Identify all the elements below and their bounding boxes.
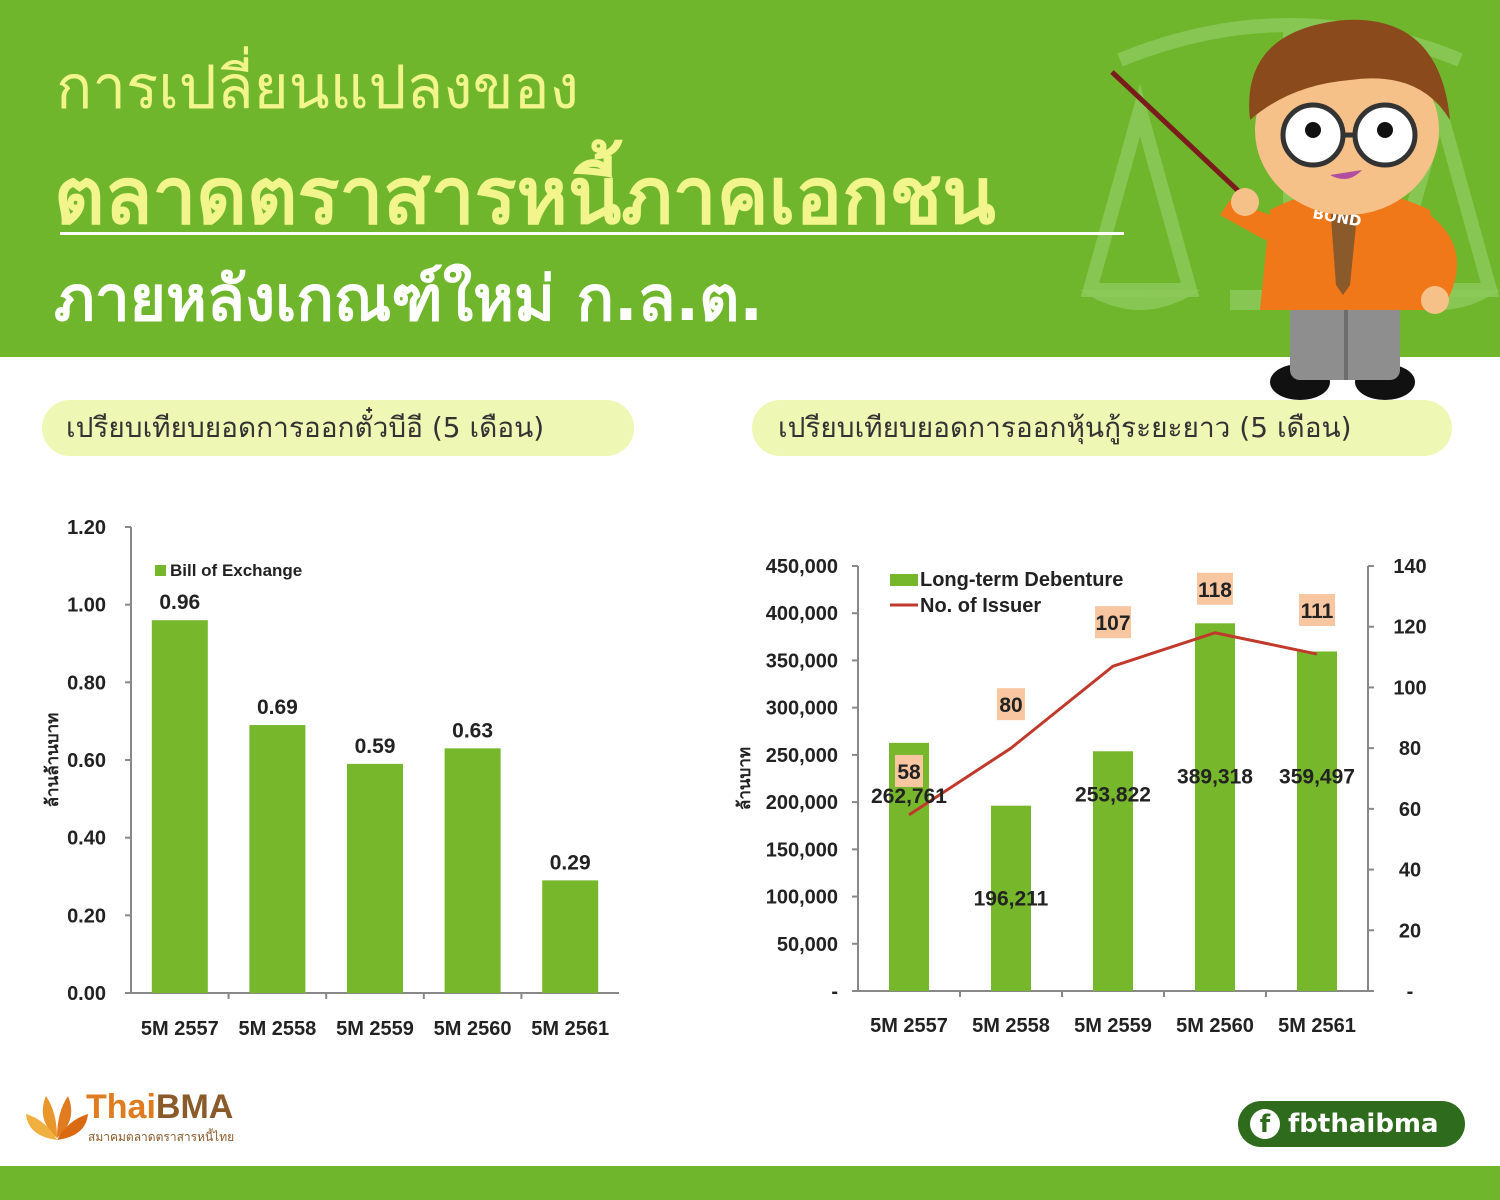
bar-value-label: 0.29	[550, 851, 591, 874]
left-section-heading: เปรียบเทียบยอดการออกตั๋วบีอี (5 เดือน)	[42, 400, 634, 456]
x-tick-label: 5M 2558	[972, 1015, 1050, 1037]
thaibma-logo-icon	[26, 1096, 88, 1140]
bill-of-exchange-chart: 0.00 0.20 0.40 0.60 0.80 1.00 1.20 ล้านล้านบาท B…	[43, 517, 619, 1040]
thaibma-logo-text: ThaiBMA	[86, 1088, 233, 1127]
bar	[1195, 623, 1235, 991]
y2-tick-label: 60	[1399, 799, 1421, 821]
title-line-2: ตลาดตราสารหนี้ภาคเอกชน	[54, 152, 996, 242]
y-tick-label: 50,000	[777, 934, 838, 956]
y-tick-label: 350,000	[766, 650, 838, 672]
bar	[347, 763, 403, 993]
bar	[444, 748, 501, 993]
facebook-badge[interactable]: f fbthaibma	[1238, 1101, 1465, 1147]
y-tick-label: 1.00	[67, 595, 106, 617]
issuer-value-label: 118	[1198, 579, 1232, 602]
y-tick-label: 0.60	[67, 750, 106, 772]
y-tick-label: 100,000	[766, 887, 838, 909]
x-tick-label: 5M 2560	[1176, 1015, 1254, 1037]
x-tick-label: 5M 2558	[238, 1018, 316, 1040]
bar-value-label: 0.96	[159, 591, 200, 614]
issuer-label-box	[895, 754, 923, 787]
legend-swatch-bar	[890, 574, 918, 586]
long-term-debenture-chart: - 50,000 100,000 150,000 200,000 250,000 300,0…	[735, 556, 1427, 1037]
bar	[1093, 751, 1133, 991]
bar-value-label: 196,211	[974, 888, 1049, 911]
y2-tick-label: 40	[1399, 860, 1421, 882]
bar-value-label: 359,497	[1279, 765, 1355, 788]
bar-value-label: 262,761	[871, 785, 947, 808]
x-tick-label: 5M 2560	[434, 1018, 512, 1040]
legend-swatch	[155, 565, 166, 576]
x-tick-label: 5M 2557	[870, 1015, 948, 1037]
y2-tick-label: 120	[1393, 617, 1426, 639]
issuer-label-box	[997, 688, 1025, 721]
logo-bma: BMA	[155, 1088, 234, 1126]
y-tick-label: 1.20	[67, 517, 106, 539]
y2-tick-label: 80	[1399, 738, 1421, 760]
bar	[542, 880, 599, 993]
issuer-line	[908, 631, 1318, 817]
header-banner: การเปลี่ยนแปลงของ ตลาดตราสารหนี้ภาคเอกชน…	[0, 0, 1500, 357]
title-divider	[60, 232, 1124, 235]
facebook-icon: f	[1250, 1109, 1280, 1139]
logo-thai: Thai	[86, 1088, 156, 1126]
bar-value-label: 0.63	[452, 719, 493, 742]
issuer-label-box	[1095, 606, 1131, 639]
y-tick-label: 150,000	[766, 839, 838, 861]
logo-subtitle: สมาคมตลาดตราสารหนี้ไทย	[88, 1130, 235, 1144]
issuer-label-box	[1197, 572, 1233, 605]
bar-value-label: 0.59	[355, 735, 396, 758]
right-section-heading: เปรียบเทียบยอดการออกหุ้นกู้ระยะยาว (5 เด…	[752, 400, 1452, 456]
issuer-label-box	[1299, 594, 1335, 627]
x-tick-label: 5M 2561	[1278, 1015, 1356, 1037]
issuer-value-label: 107	[1095, 612, 1130, 635]
x-tick-label: 5M 2559	[336, 1018, 414, 1040]
issuer-value-label: 58	[897, 761, 921, 784]
facebook-handle: fbthaibma	[1288, 1109, 1439, 1139]
y2-tick-label: 140	[1393, 556, 1426, 578]
y-tick-label: 0.80	[67, 672, 106, 694]
bar	[1297, 651, 1337, 991]
x-tick-label: 5M 2559	[1074, 1015, 1152, 1037]
title-line-1: การเปลี่ยนแปลงของ	[56, 53, 579, 123]
y-tick-label: 0.40	[67, 828, 106, 850]
y-tick-label: 200,000	[766, 792, 838, 814]
footer-bar	[0, 1166, 1500, 1200]
bar	[991, 805, 1031, 991]
bar	[151, 620, 208, 993]
bar	[249, 725, 306, 993]
y2-tick-label: 20	[1399, 920, 1421, 942]
legend-label: Bill of Exchange	[170, 561, 302, 580]
y-tick-label: -	[831, 981, 838, 1003]
issuer-value-label: 80	[999, 694, 1022, 717]
bar-value-label: 253,822	[1075, 783, 1151, 806]
legend-label-bar: Long-term Debenture	[920, 569, 1123, 591]
bar-value-label: 0.69	[257, 696, 298, 719]
teacher-mascot-icon: BOND	[1110, 19, 1457, 400]
title-line-3: ภายหลังเกณฑ์ใหม่ ก.ล.ต.	[54, 262, 763, 335]
bar-value-label: 389,318	[1177, 765, 1253, 788]
issuer-value-label: 111	[1301, 600, 1334, 623]
y-tick-label: 0.20	[67, 905, 106, 927]
y-axis-title: ล้านบาท	[735, 747, 755, 810]
x-tick-label: 5M 2561	[531, 1018, 609, 1040]
y-axis-title: ล้านล้านบาท	[43, 713, 63, 808]
y-tick-label: 400,000	[766, 603, 838, 625]
y-tick-label: 450,000	[766, 556, 838, 578]
y-tick-label: 250,000	[766, 745, 838, 767]
y2-tick-label: 100	[1393, 677, 1426, 699]
legend-label-line: No. of Issuer	[920, 595, 1041, 617]
x-tick-label: 5M 2557	[141, 1018, 219, 1040]
y-tick-label: 300,000	[766, 698, 838, 720]
y-tick-label: 0.00	[67, 983, 106, 1005]
y2-tick-label: -	[1407, 981, 1414, 1003]
